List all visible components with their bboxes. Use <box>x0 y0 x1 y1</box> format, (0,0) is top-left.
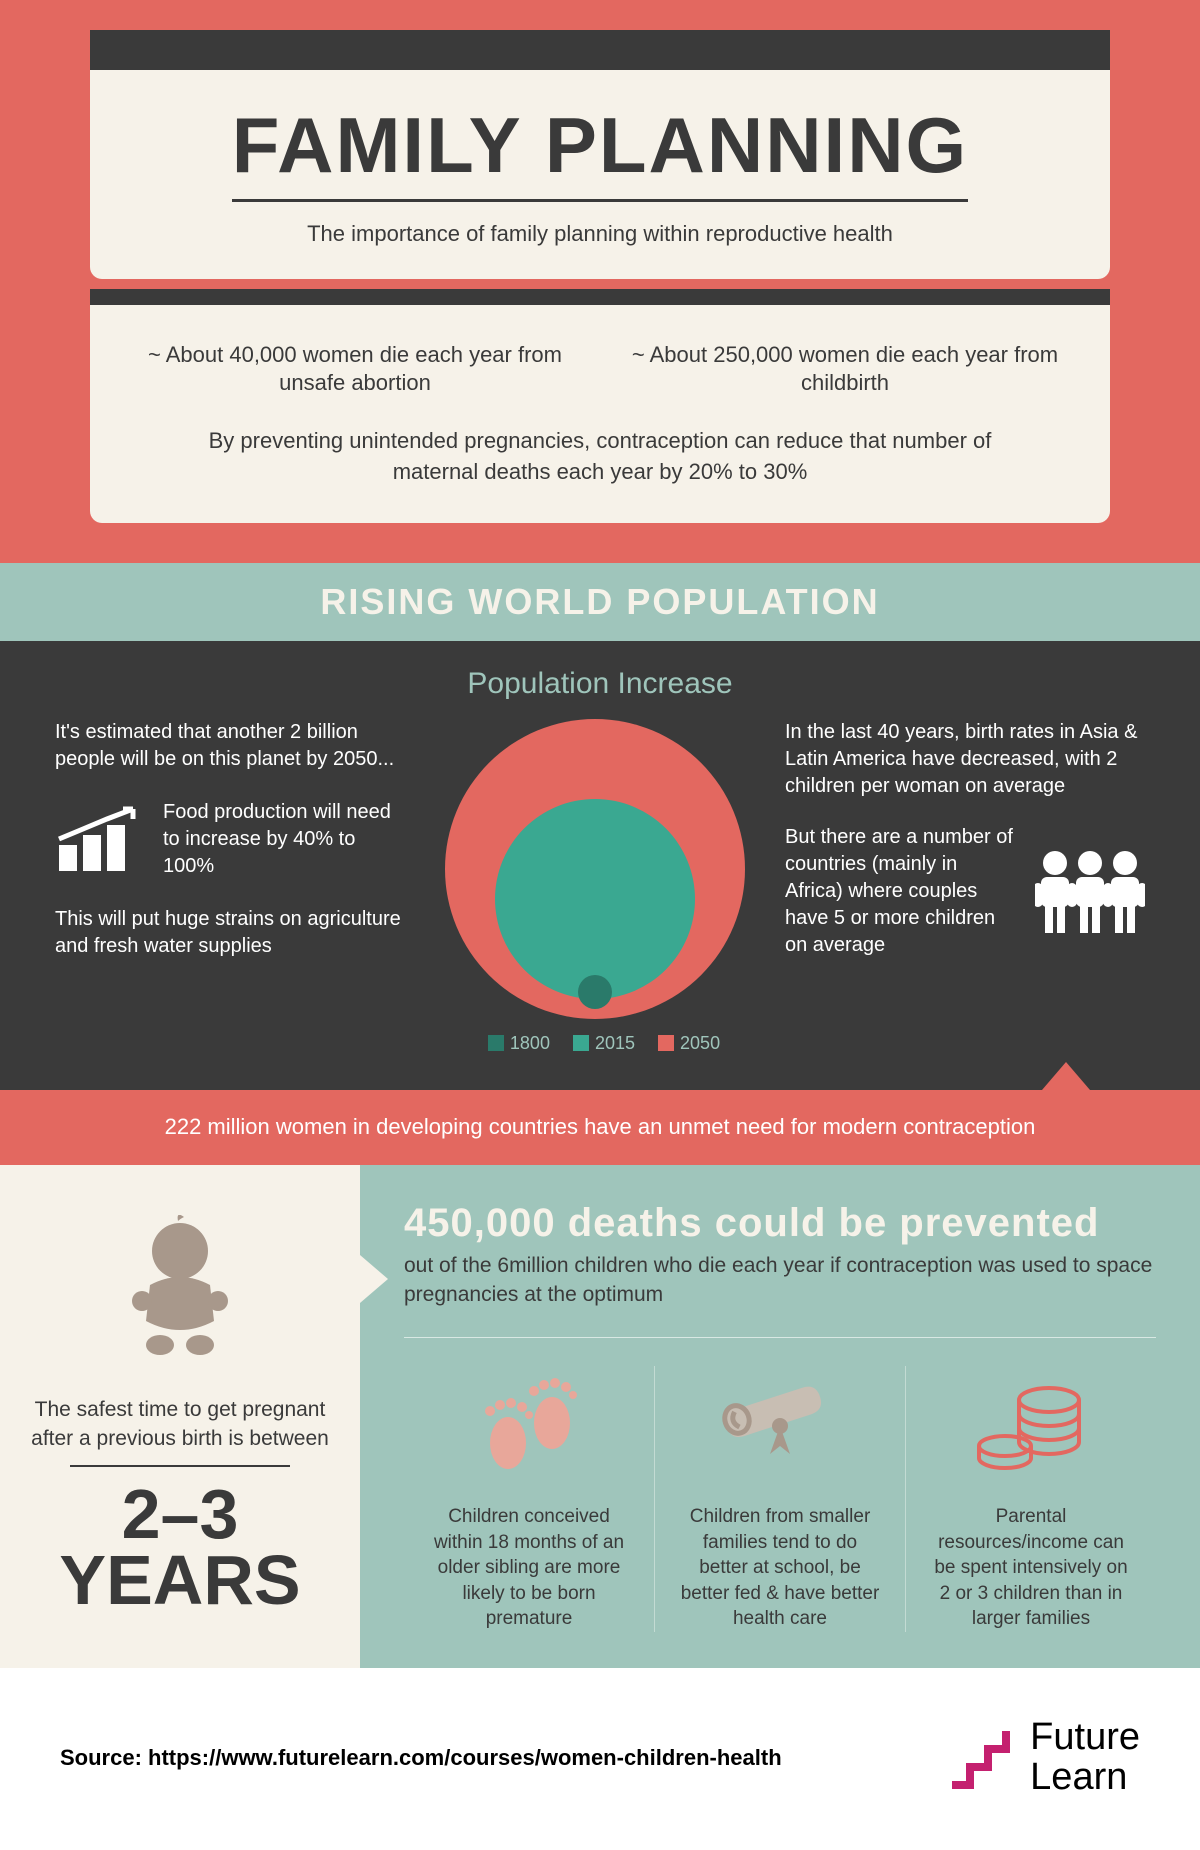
futurelearn-logo: Future Learn <box>946 1718 1140 1798</box>
population-left-column: It's estimated that another 2 billion pe… <box>55 719 405 986</box>
strip-text: 222 million women in developing countrie… <box>165 1114 1036 1139</box>
stats-card: ~ About 40,000 women die each year from … <box>90 305 1110 524</box>
population-text-strain: This will put huge strains on agricultur… <box>55 906 405 960</box>
benefit-text-2: Children from smaller families tend to d… <box>677 1504 883 1632</box>
footer: Source: https://www.futurelearn.com/cour… <box>0 1668 1200 1848</box>
population-section: Population Increase It's estimated that … <box>0 641 1200 1090</box>
chart-title: Population Increase <box>55 667 1145 701</box>
coins-stack-icon <box>971 1376 1091 1476</box>
legend-swatch-2015 <box>573 1035 589 1051</box>
divider <box>404 1337 1156 1338</box>
prevention-headline: 450,000 deaths could be prevented <box>404 1201 1156 1246</box>
bottom-section: The safest time to get pregnant after a … <box>0 1165 1200 1668</box>
benefit-col-premature: Children conceived within 18 months of a… <box>404 1366 654 1632</box>
africa-text: But there are a number of countries (mai… <box>785 824 1017 959</box>
baby-icon <box>120 1215 240 1365</box>
diploma-scroll-icon <box>720 1376 840 1476</box>
infographic: FAMILY PLANNING The importance of family… <box>0 0 1200 1848</box>
growth-chart-icon <box>55 805 145 875</box>
decorative-mid-bar <box>90 289 1110 305</box>
circle-2015 <box>495 799 695 999</box>
stat-reduction: By preventing unintended pregnancies, co… <box>130 426 1070 488</box>
nested-circle-chart <box>445 719 745 1019</box>
population-text-estimate: It's estimated that another 2 billion pe… <box>55 719 405 773</box>
safest-text: The safest time to get pregnant after a … <box>30 1396 330 1453</box>
logo-text: Future Learn <box>1030 1718 1140 1798</box>
decorative-top-bar <box>90 30 1110 70</box>
food-production-row: Food production will need to increase by… <box>55 799 405 880</box>
prevention-column: 450,000 deaths could be prevented out of… <box>360 1165 1200 1668</box>
stat-row: ~ About 40,000 women die each year from … <box>130 341 1070 398</box>
title-card: FAMILY PLANNING The importance of family… <box>90 70 1110 279</box>
source-text: Source: https://www.futurelearn.com/cour… <box>60 1745 782 1771</box>
chart-legend: 1800 2015 2050 <box>425 1033 765 1054</box>
food-production-text: Food production will need to increase by… <box>163 799 405 880</box>
spacing-column: The safest time to get pregnant after a … <box>0 1165 360 1668</box>
benefit-col-school: Children from smaller families tend to d… <box>654 1366 905 1632</box>
people-group-icon <box>1035 847 1145 937</box>
header-section: FAMILY PLANNING The importance of family… <box>0 0 1200 563</box>
page-subtitle: The importance of family planning within… <box>130 220 1070 249</box>
contraception-strip: 222 million women in developing countrie… <box>0 1090 1200 1165</box>
benefit-col-resources: Parental resources/income can be spent i… <box>905 1366 1156 1632</box>
population-grid: It's estimated that another 2 billion pe… <box>55 719 1145 1054</box>
logo-line2: Learn <box>1030 1758 1140 1798</box>
page-title: FAMILY PLANNING <box>232 100 968 202</box>
birth-rate-text: In the last 40 years, birth rates in Asi… <box>785 719 1145 800</box>
legend-swatch-1800 <box>488 1035 504 1051</box>
logo-line1: Future <box>1030 1718 1140 1758</box>
population-right-column: In the last 40 years, birth rates in Asi… <box>785 719 1145 959</box>
benefits-row: Children conceived within 18 months of a… <box>404 1366 1156 1632</box>
population-header: RISING WORLD POPULATION <box>0 563 1200 641</box>
legend-swatch-2050 <box>658 1035 674 1051</box>
footprints-icon <box>474 1371 584 1481</box>
legend-label-2050: 2050 <box>680 1033 720 1053</box>
population-heading: RISING WORLD POPULATION <box>18 581 1182 623</box>
divider-line <box>70 1465 290 1467</box>
legend-label-2015: 2015 <box>595 1033 635 1053</box>
years-number: 2–3 <box>30 1481 330 1548</box>
stat-childbirth: ~ About 250,000 women die each year from… <box>620 341 1070 398</box>
years-label: YEARS <box>30 1547 330 1614</box>
stairs-icon <box>946 1723 1016 1793</box>
population-chart: 1800 2015 2050 <box>425 719 765 1054</box>
stat-abortion: ~ About 40,000 women die each year from … <box>130 341 580 398</box>
benefit-text-1: Children conceived within 18 months of a… <box>426 1504 632 1632</box>
benefit-text-3: Parental resources/income can be spent i… <box>928 1504 1134 1632</box>
prevention-sub: out of the 6million children who die eac… <box>404 1252 1156 1309</box>
africa-row: But there are a number of countries (mai… <box>785 824 1145 959</box>
legend-label-1800: 1800 <box>510 1033 550 1053</box>
